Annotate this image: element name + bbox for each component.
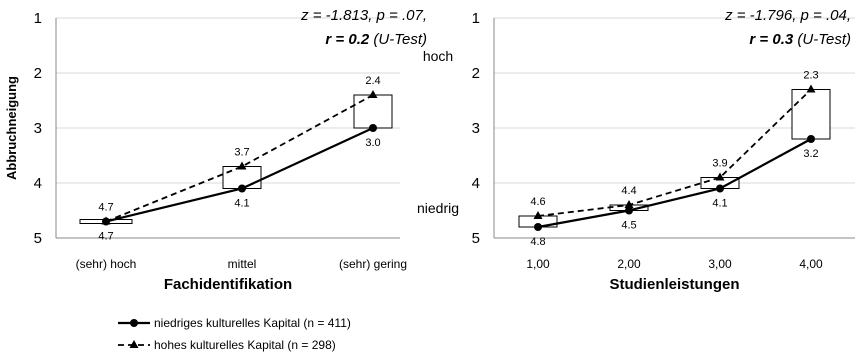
x-axis-title: Studienleistungen [609, 276, 739, 293]
difference-box [353, 94, 393, 129]
difference-box [791, 89, 831, 140]
y-tick-label: 2 [472, 65, 480, 82]
legend-marker-circle [130, 319, 138, 327]
y-tick-label: 5 [34, 230, 42, 247]
y-tick-label: 3 [34, 120, 42, 137]
data-label: 4.7 [98, 202, 113, 214]
y-axis-title: Abbruchneigung [4, 76, 19, 180]
data-point-hohes [806, 84, 816, 93]
series-line-hohes [537, 88, 812, 217]
y-tick-label: 4 [34, 175, 42, 192]
stats-line1: z = -1.813, p = .07, [300, 7, 427, 24]
data-label: 4.6 [530, 196, 545, 208]
test-name: (U-Test) [369, 31, 427, 48]
y-tick-label: 5 [472, 230, 480, 247]
data-point-hohes [101, 216, 111, 225]
effect-size: r = 0.2 [325, 31, 369, 48]
data-label: 3.0 [365, 137, 380, 149]
data-label: 2.3 [803, 70, 818, 82]
data-point-niedriges [807, 135, 815, 143]
test-name: (U-Test) [793, 31, 851, 48]
data-label: 3.7 [234, 147, 249, 159]
x-tick-label: 2,00 [617, 257, 641, 271]
data-label: 4.1 [712, 198, 727, 210]
effect-size: r = 0.3 [749, 31, 793, 48]
data-point-hohes [624, 200, 634, 208]
side-label-hoch: hoch [423, 48, 453, 64]
data-label: 4.8 [530, 236, 545, 248]
x-tick-label: (sehr) hoch [76, 257, 137, 271]
data-point-niedriges [238, 184, 246, 193]
y-tick-label: 1 [472, 10, 480, 27]
data-label: 4.1 [234, 198, 249, 210]
data-point-hohes [715, 172, 725, 181]
y-tick-label: 1 [34, 10, 42, 27]
x-tick-label: 1,00 [526, 257, 550, 271]
data-label: 3.9 [712, 158, 727, 170]
y-tick-label: 2 [34, 65, 42, 82]
data-point-niedriges [534, 223, 542, 231]
y-tick-label: 3 [472, 120, 480, 137]
chart-panel-left: 1 2 3 4 5 (sehr) hoch mittel (sehr) gering 4.7 4.… [4, 7, 427, 293]
x-tick-label: mittel [228, 257, 257, 271]
x-axis-title: Fachidentifikation [164, 276, 292, 293]
legend: niedriges kulturelles Kapital (n = 411) h… [118, 316, 351, 352]
x-tick-label: 4,00 [799, 257, 823, 271]
stats-line1: z = -1.796, p = .04, [724, 7, 851, 24]
legend-marker-triangle [129, 340, 139, 348]
data-label: 4.7 [98, 231, 113, 243]
chart-panel-right: 1 2 3 4 5 1,00 2,00 3,00 4,00 4.8 4.5 4.1 3.2 4.6 4.4 3… [417, 7, 855, 293]
series-line-niedriges [537, 138, 812, 229]
data-label: 4.4 [621, 185, 636, 197]
data-label: 3.2 [803, 148, 818, 160]
stats-line2: r = 0.2 (U-Test) [325, 31, 427, 48]
side-label-niedrig: niedrig [417, 200, 459, 216]
data-label: 4.5 [621, 220, 636, 232]
data-point-hohes [237, 161, 247, 170]
legend-label: niedriges kulturelles Kapital (n = 411) [154, 316, 351, 330]
x-tick-label: (sehr) gering [339, 257, 407, 271]
x-tick-label: 3,00 [708, 257, 732, 271]
data-point-hohes [368, 90, 378, 98]
data-point-hohes [533, 211, 543, 219]
data-point-niedriges [716, 184, 724, 193]
legend-label: hohes kulturelles Kapital (n = 298) [154, 338, 336, 352]
y-tick-label: 4 [472, 175, 480, 192]
data-label: 2.4 [365, 75, 380, 87]
data-point-niedriges [625, 206, 633, 215]
stats-line2: r = 0.3 (U-Test) [749, 31, 851, 48]
data-point-niedriges [369, 124, 377, 132]
